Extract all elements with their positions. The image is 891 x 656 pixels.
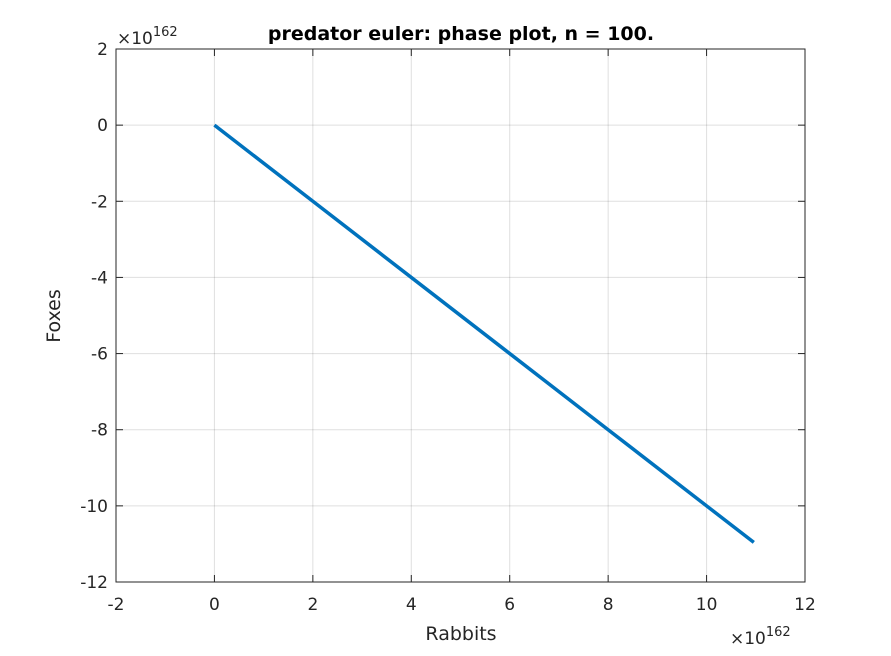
y-axis-label: Foxes [43, 289, 65, 343]
y-exponent-power: 162 [153, 25, 178, 40]
y-tick-label: -12 [80, 573, 108, 593]
y-tick-label: 2 [97, 40, 108, 60]
grid [116, 49, 805, 582]
plot-frame [115, 48, 806, 583]
series-line [213, 123, 755, 544]
x-tick-label: 2 [307, 595, 318, 615]
x-tick-label: 4 [406, 595, 417, 615]
ticks [115, 48, 806, 583]
x-tick-label: 0 [209, 595, 220, 615]
y-tick-label: -2 [91, 192, 108, 212]
x-exponent-base: ×10 [730, 629, 766, 649]
chart-title: predator euler: phase plot, n = 100. [268, 23, 654, 45]
tick-labels: -2 0 2 4 6 8 10 12 -12 -10 -8 -6 -4 -2 0 2 [80, 40, 816, 615]
x-tick-label: -2 [108, 595, 125, 615]
x-axis-label: Rabbits [425, 623, 496, 645]
x-tick-label: 8 [603, 595, 614, 615]
x-tick-label: 10 [696, 595, 718, 615]
x-tick-label: 6 [504, 595, 515, 615]
y-tick-label: -4 [91, 268, 108, 288]
x-exponent-power: 162 [766, 625, 791, 640]
x-axis-exponent: ×10162 [730, 625, 791, 649]
y-exponent-base: ×10 [117, 29, 153, 49]
y-axis-exponent: ×10162 [117, 25, 178, 49]
x-tick-label: 12 [794, 595, 816, 615]
y-tick-label: 0 [97, 116, 108, 136]
series-group [213, 123, 755, 544]
y-tick-label: -8 [91, 421, 108, 441]
y-tick-label: -6 [91, 345, 108, 365]
y-tick-label: -10 [80, 497, 108, 517]
